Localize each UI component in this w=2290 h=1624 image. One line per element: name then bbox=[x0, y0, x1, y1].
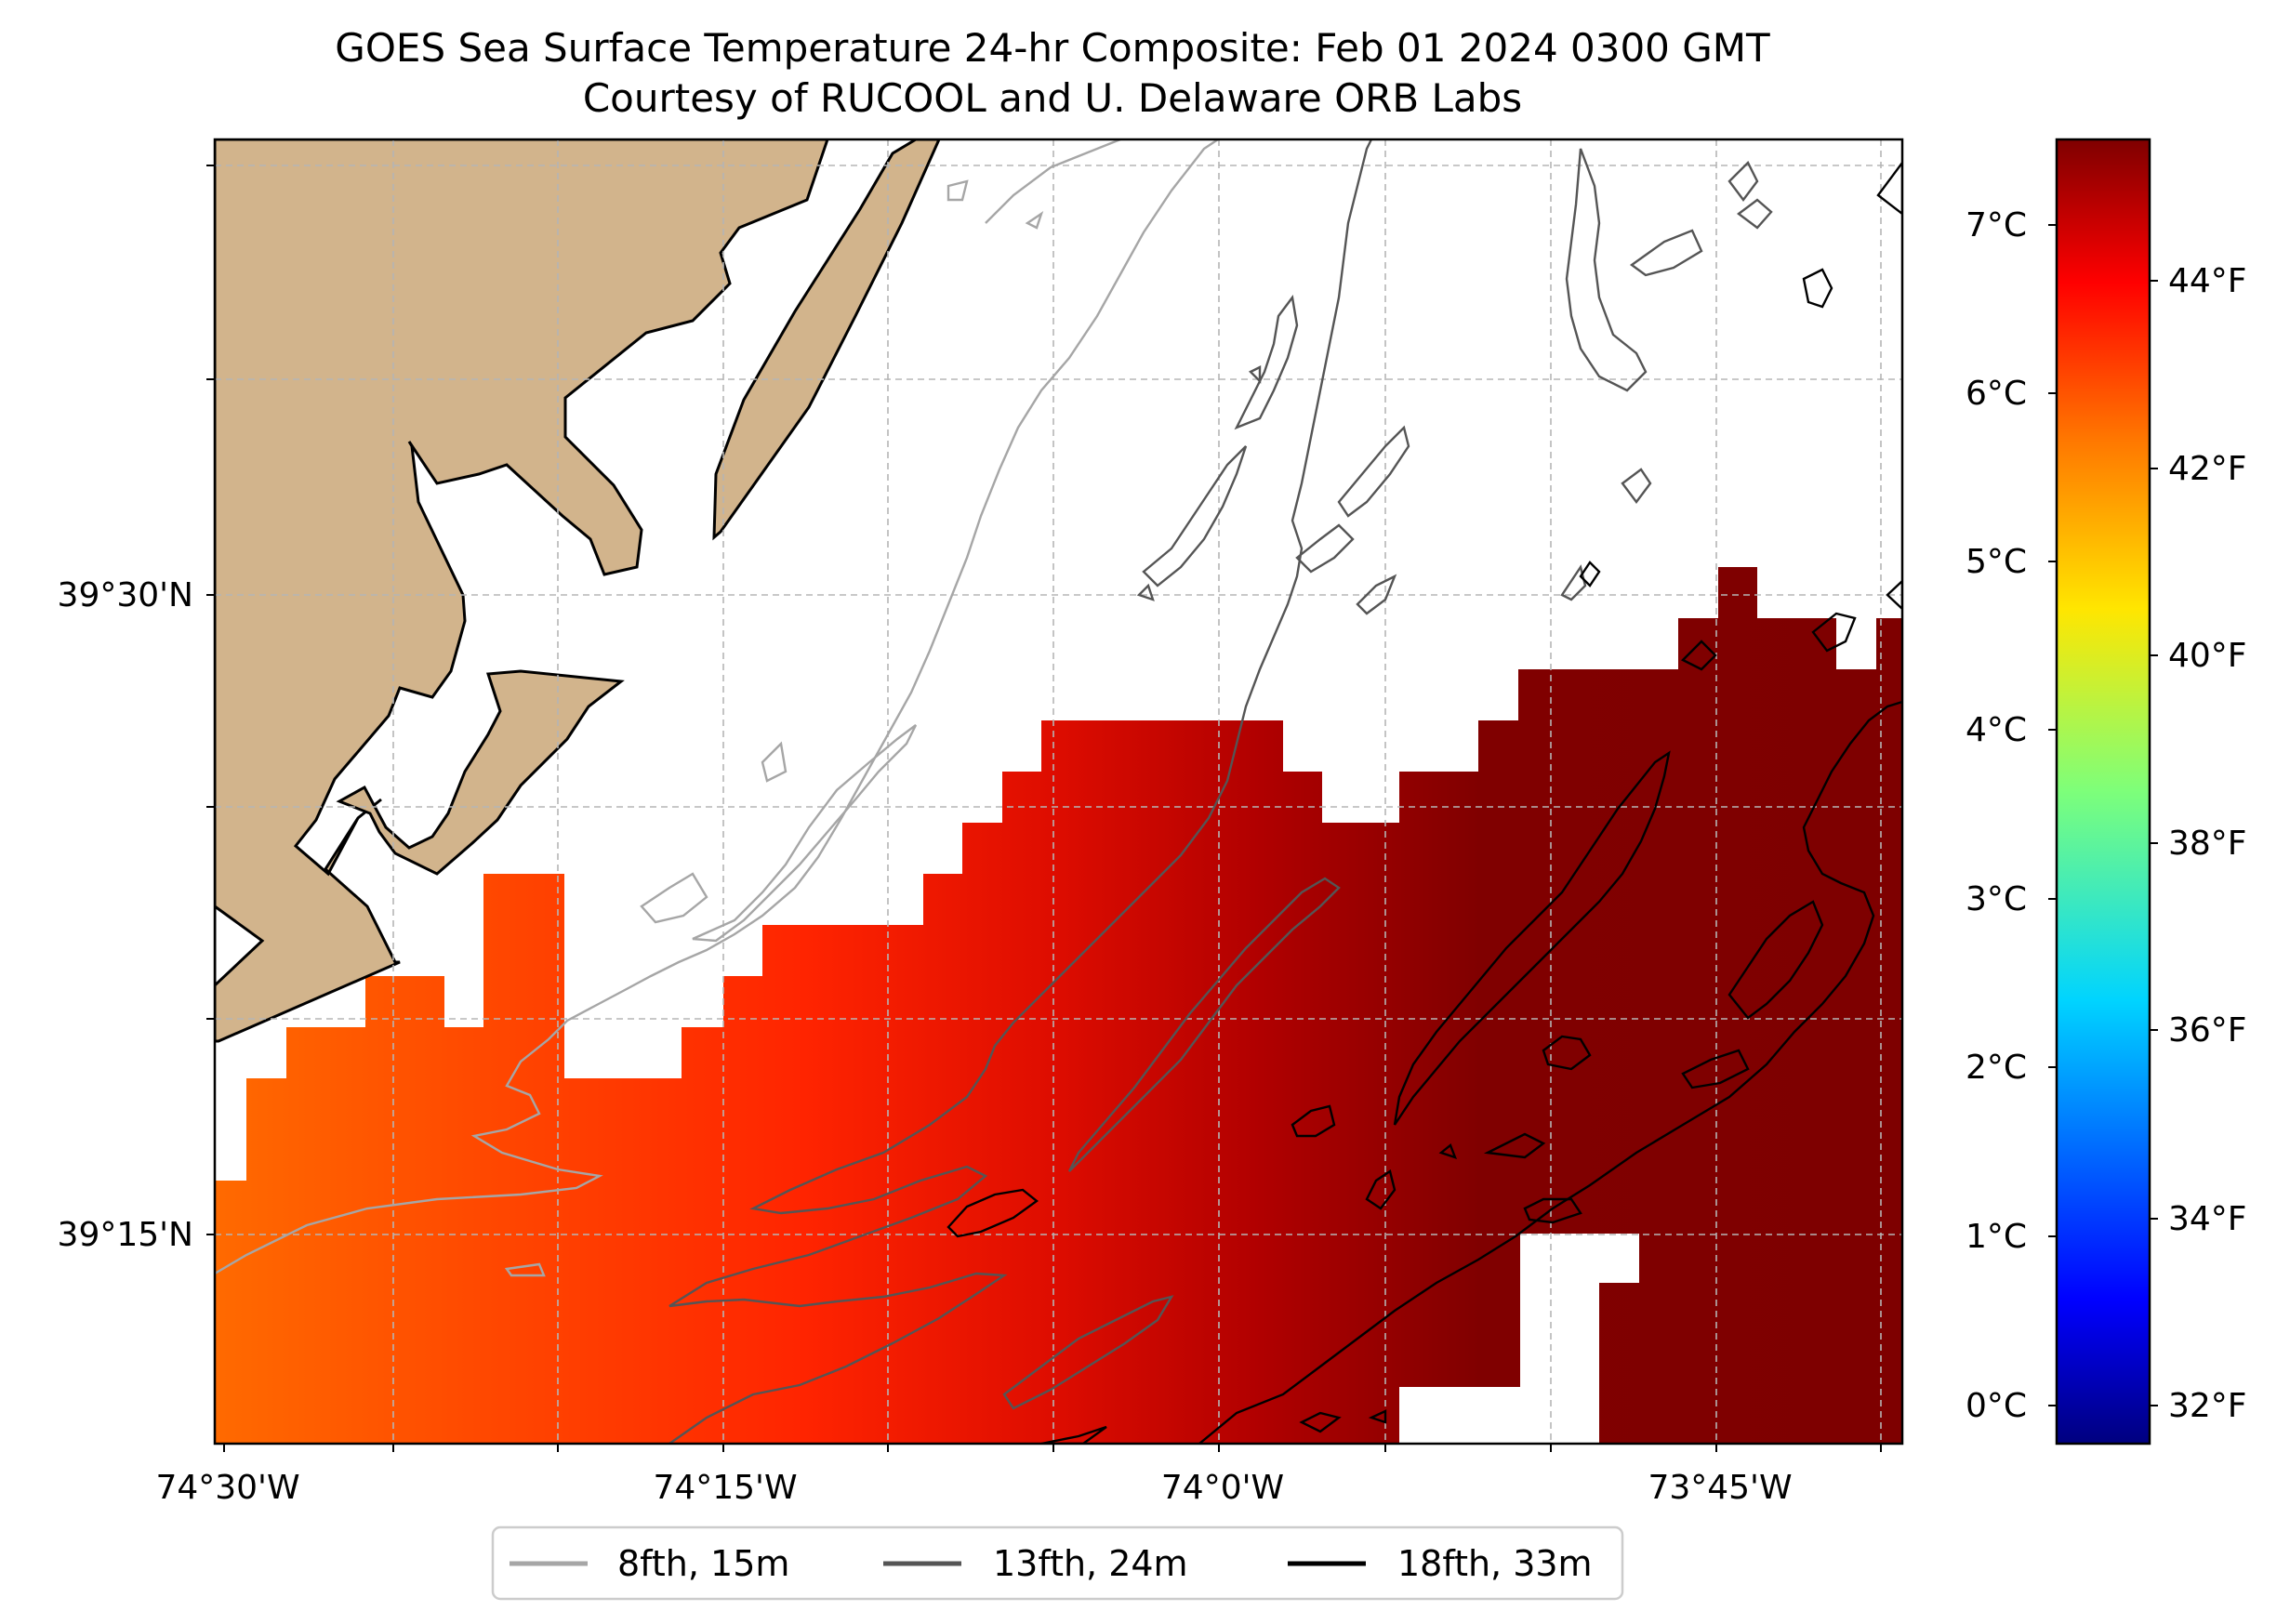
map-panel bbox=[215, 139, 1902, 1444]
x-tick-label: 74°15'W bbox=[653, 1469, 797, 1507]
axis-ticks bbox=[206, 165, 1882, 1452]
colorbar-c-label: 0°C bbox=[1966, 1387, 2027, 1425]
contour-18fth bbox=[946, 160, 1902, 1444]
x-tick-label: 73°45'W bbox=[1648, 1469, 1792, 1507]
cape-tip bbox=[215, 904, 265, 988]
barrier-island bbox=[712, 139, 941, 541]
colorbar-f-label: 42°F bbox=[2168, 450, 2247, 488]
colorbar-c-label: 4°C bbox=[1966, 711, 2027, 749]
colorbar-f-label: 36°F bbox=[2168, 1011, 2247, 1050]
colorbar-c-label: 7°C bbox=[1966, 206, 2027, 244]
colorbar-c-label: 5°C bbox=[1966, 543, 2027, 581]
sst-gap-1 bbox=[1399, 1234, 1639, 1444]
map-frame bbox=[213, 138, 1904, 1446]
colorbar-f-label: 32°F bbox=[2168, 1387, 2247, 1425]
y-tick-label: 39°15'N bbox=[58, 1216, 193, 1254]
legend-box bbox=[491, 1525, 1624, 1601]
contour-13fth bbox=[668, 139, 1773, 1444]
gridlines bbox=[215, 139, 1902, 1444]
x-tick-label: 74°0'W bbox=[1161, 1469, 1284, 1507]
legend-label-13fth: 13fth, 24m bbox=[993, 1543, 1188, 1584]
y-tick-label: 39°30'N bbox=[58, 576, 193, 614]
colorbar: 0°C 1°C 2°C 3°C 4°C 5°C 6°C 7°C 32°F 34°… bbox=[1966, 138, 2247, 1446]
colorbar-c-label: 2°C bbox=[1966, 1049, 2027, 1087]
legend: 8fth, 15m 13fth, 24m 18fth, 33m bbox=[491, 1525, 1624, 1601]
legend-label-18fth: 18fth, 33m bbox=[1397, 1543, 1593, 1584]
sst-raster bbox=[215, 567, 1902, 1444]
land-spit bbox=[336, 669, 625, 876]
x-tick-label: 74°30'W bbox=[155, 1469, 299, 1507]
colorbar-c-label: 1°C bbox=[1966, 1218, 2027, 1256]
contour-8fth bbox=[215, 139, 1219, 1277]
map-subtitle: Courtesy of RUCOOL and U. Delaware ORB L… bbox=[583, 75, 1522, 121]
legend-label-8fth: 8fth, 15m bbox=[617, 1543, 789, 1584]
colorbar-f-label: 40°F bbox=[2168, 637, 2247, 675]
colorbar-f-label: 34°F bbox=[2168, 1200, 2247, 1238]
colorbar-f-label: 38°F bbox=[2168, 825, 2247, 863]
map-title: GOES Sea Surface Temperature 24-hr Compo… bbox=[335, 25, 1770, 71]
land-mass bbox=[215, 139, 829, 1043]
colorbar-c-label: 3°C bbox=[1966, 880, 2027, 918]
colorbar-f-label: 44°F bbox=[2168, 262, 2247, 300]
colorbar-c-label: 6°C bbox=[1966, 375, 2027, 413]
colorbar-gradient bbox=[2055, 138, 2151, 1446]
